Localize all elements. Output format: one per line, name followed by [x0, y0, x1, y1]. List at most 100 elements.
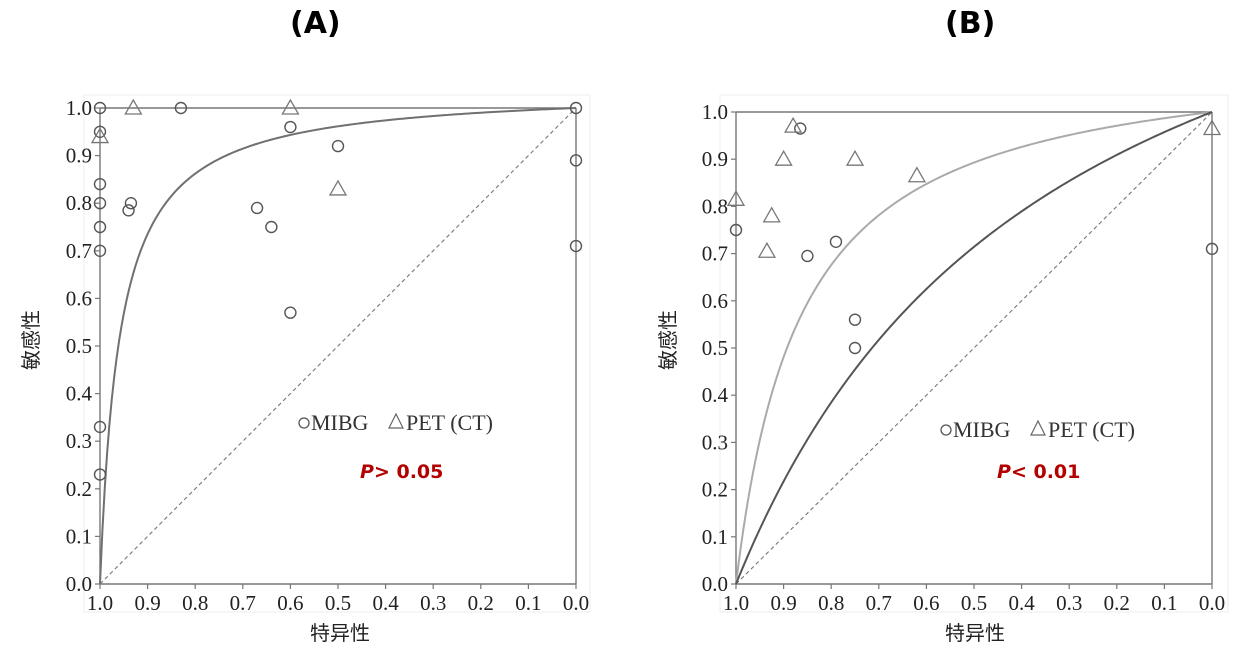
- panel-a-mibg-point: [250, 201, 264, 215]
- panel-a-mibg-point: [93, 220, 107, 234]
- panel-a-x-tick-label: 1.0: [87, 591, 113, 615]
- panel-a-x-tick-label: 0.7: [230, 591, 256, 615]
- panel-a-y-tick-label: 0.2: [66, 477, 92, 501]
- panel-b-mibg-point: [1205, 242, 1219, 256]
- panel-a-legend-pet: PET (CT): [406, 410, 493, 435]
- panel-b-mibg-point: [848, 341, 862, 355]
- panel-a-pet-point: [328, 179, 348, 196]
- panel-b-pet-point: [783, 116, 803, 133]
- panel-b-x-tick-label: 0.6: [913, 591, 939, 615]
- panel-a-x-tick-label: 0.1: [515, 591, 541, 615]
- panel-b-x-tick-label: 0.4: [1008, 591, 1035, 615]
- panel-a-x-tick-label: 0.5: [325, 591, 351, 615]
- panel-a-y-axis-label: 敏感性: [19, 310, 43, 370]
- panel-b-mibg-point: [801, 249, 814, 263]
- panel-a-mibg-point: [265, 220, 278, 234]
- panel-b-legend-triangle-marker: [1030, 419, 1046, 436]
- panel-a-pet-point: [124, 98, 143, 115]
- panel-a-x-tick-label: 0.3: [420, 591, 446, 615]
- panel-a-mibg-point: [569, 239, 583, 253]
- panel-a-y-tick-label: 0.8: [66, 191, 92, 215]
- panel-a-mibg-point: [93, 177, 107, 191]
- panel-b-pet-point: [1202, 119, 1222, 136]
- panel-a-y-tick-label: 0.1: [66, 524, 92, 548]
- panel-b-pet-point: [757, 241, 777, 258]
- panel-b-y-tick-label: 0.5: [702, 336, 728, 360]
- panel-b-y-axis-label: 敏感性: [656, 310, 680, 370]
- panel-b-x-tick-label: 0.3: [1056, 591, 1082, 615]
- panel-b-y-tick-label: 0.1: [702, 525, 728, 549]
- panel-b-y-tick-label: 0.6: [702, 289, 728, 313]
- panel-a-frame: [83, 94, 591, 613]
- panel-a-x-tick-label: 0.9: [134, 591, 160, 615]
- panel-b-x-tick-label: 0.9: [770, 591, 796, 615]
- panel-b-mibg-point: [848, 313, 862, 326]
- panel-b-x-tick-label: 1.0: [723, 591, 749, 615]
- panel-a-y-tick-label: 0.6: [66, 286, 92, 310]
- panel-b-x-tick-label: 0.0: [1199, 591, 1225, 615]
- panel-b-mibg-point: [829, 235, 843, 249]
- panel-b-x-axis-label: 特异性: [945, 621, 1005, 645]
- panel-b-legend-mibg: MIBG: [953, 417, 1011, 442]
- panel-b-pet-point: [762, 206, 781, 223]
- panel-a-mibg-point: [93, 196, 107, 210]
- panel-b-frame: [719, 94, 1229, 613]
- panel-a-p-value: P> 0.05: [360, 461, 443, 483]
- panel-a-y-tick-label: 0.0: [66, 572, 92, 596]
- panel-b-y-tick-label: 0.8: [702, 194, 728, 218]
- panel-b-legend-circle-marker: [940, 424, 952, 436]
- panel-a-mibg-point: [93, 101, 107, 115]
- panel-b-x-tick-label: 0.1: [1151, 591, 1177, 615]
- panel-b-legend-pet: PET (CT): [1048, 417, 1135, 442]
- panel-a-mibg-point: [93, 125, 107, 139]
- panel-a-pet-point: [90, 127, 110, 144]
- panel-a-x-tick-label: 0.8: [182, 591, 208, 615]
- panel-a-mibg-point: [331, 139, 345, 153]
- panel-a-y-tick-label: 0.9: [66, 144, 92, 168]
- panel-a-y-tick-label: 0.7: [66, 239, 92, 263]
- panel-a-legend-mibg: MIBG: [311, 410, 369, 435]
- panel-a-mibg-point: [284, 120, 297, 134]
- panel-a-x-tick-label: 0.4: [372, 591, 399, 615]
- panel-b-y-tick-label: 1.0: [702, 100, 728, 124]
- panel-a-mibg-point: [93, 420, 107, 434]
- panel-a-x-tick-label: 0.0: [563, 591, 589, 615]
- panel-a-mibg-point: [284, 306, 297, 319]
- panel-b-p-value: P< 0.01: [997, 461, 1080, 483]
- panel-a-mibg-point: [174, 101, 188, 115]
- panel-b-y-tick-label: 0.2: [702, 478, 728, 502]
- panel-a-x-axis-label: 特异性: [310, 621, 370, 645]
- panel-a-y-tick-label: 0.5: [66, 334, 92, 358]
- panel-b-sroc-curve-2: [735, 111, 1213, 585]
- panel-b-y-tick-label: 0.4: [702, 383, 729, 407]
- panel-a-x-tick-label: 0.6: [277, 591, 303, 615]
- panel-a-y-tick-label: 1.0: [66, 96, 92, 120]
- panel-a-y-tick-label: 0.4: [66, 382, 93, 406]
- panel-b-mibg-point: [729, 223, 743, 237]
- panel-b-diagonal-line: [735, 111, 1213, 585]
- panel-a-legend-triangle-marker: [388, 412, 404, 429]
- panel-b-mibg-point: [794, 122, 807, 135]
- panel-a-mibg-point: [569, 101, 583, 115]
- panel-a-mibg-point: [124, 196, 138, 210]
- panel-a-y-tick-label: 0.3: [66, 429, 92, 453]
- panel-a-legend-circle-marker: [298, 417, 310, 429]
- panel-a-pet-point: [281, 98, 300, 115]
- panel-b-x-tick-label: 0.7: [866, 591, 892, 615]
- panel-b-pet-point: [726, 190, 746, 206]
- panel-b-sroc-curve-1: [735, 111, 1213, 585]
- panel-a-sroc-curve-1: [99, 107, 577, 585]
- panel-b-pet-point: [774, 149, 793, 166]
- panel-b-title: (B): [945, 6, 996, 41]
- panel-b-y-tick-label: 0.7: [702, 242, 728, 266]
- panel-b-y-tick-label: 0.3: [702, 430, 728, 454]
- panel-a-mibg-point: [93, 244, 107, 258]
- panel-b-x-tick-label: 0.8: [818, 591, 844, 615]
- panel-b-x-tick-label: 0.5: [961, 591, 987, 615]
- panel-b-pet-point: [907, 166, 927, 183]
- panel-a-x-tick-label: 0.2: [468, 591, 494, 615]
- panel-a-mibg-point: [93, 468, 107, 481]
- panel-b-y-tick-label: 0.0: [702, 572, 728, 596]
- panel-b-pet-point: [845, 149, 865, 166]
